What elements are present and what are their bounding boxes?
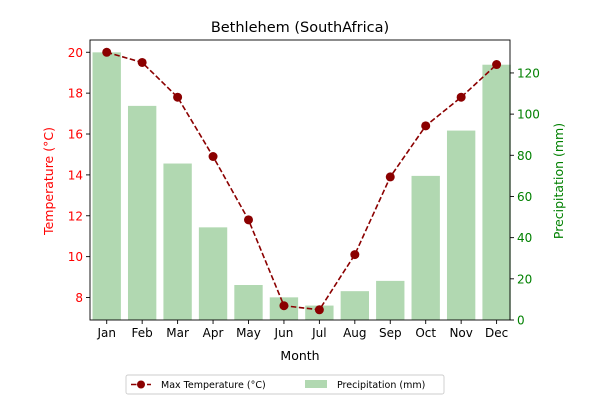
precip-bar	[92, 52, 121, 321]
legend-point-swatch	[137, 380, 145, 389]
left-axis-label: Temperature (°C)	[41, 127, 56, 236]
left-tick-label: 20	[68, 46, 83, 60]
right-tick-label: 40	[517, 231, 532, 245]
x-tick-label: Jan	[96, 326, 116, 340]
x-tick-label: May	[236, 326, 261, 340]
x-tick-label: Apr	[203, 326, 224, 340]
x-tick-label: Sep	[379, 326, 402, 340]
x-tick-label: Jun	[274, 326, 294, 340]
precip-bar	[376, 280, 405, 320]
precip-bar	[163, 163, 192, 320]
precip-bar	[234, 285, 263, 320]
temperature-point	[102, 47, 112, 57]
temperature-point	[243, 215, 253, 225]
right-axis-label: Precipitation (mm)	[551, 123, 566, 239]
temperature-point	[208, 151, 218, 161]
legend-label-temperature: Max Temperature (°C)	[161, 380, 266, 391]
precip-bar	[482, 64, 511, 321]
left-tick-label: 16	[68, 128, 83, 142]
right-tick-label: 100	[517, 108, 540, 122]
x-tick-label: Aug	[343, 326, 366, 340]
precip-bar	[198, 227, 228, 320]
left-tick-label: 12	[68, 209, 83, 223]
legend-bar-swatch	[305, 380, 327, 388]
x-axis-label: Month	[280, 348, 319, 363]
precip-bar	[340, 291, 369, 320]
left-tick-label: 14	[68, 168, 83, 182]
temperature-point	[137, 57, 147, 67]
x-tick-label: Jul	[311, 326, 326, 340]
temperature-point	[314, 305, 324, 315]
chart-title: Bethlehem (SouthAfrica)	[211, 20, 389, 36]
left-tick-label: 10	[68, 250, 83, 264]
temperature-point	[173, 92, 183, 102]
x-tick-label: Dec	[485, 326, 508, 340]
left-tick-label: 8	[75, 291, 83, 305]
right-tick-label: 60	[517, 190, 532, 204]
temperature-line	[106, 51, 498, 311]
right-tick-label: 120	[517, 66, 540, 80]
x-tick-label: Oct	[415, 326, 436, 340]
precip-bar	[127, 105, 157, 320]
x-tick-label: Mar	[166, 326, 189, 340]
temperature-point	[456, 92, 466, 102]
temperature-point	[279, 301, 289, 311]
legend: Max Temperature (°C) Precipitation (mm)	[125, 374, 445, 395]
temperature-point	[350, 250, 360, 260]
left-tick-label: 18	[68, 87, 83, 101]
plot-area: 8 10 12 14 16 18 20 0 20 40 60 80 100 120 Jan Feb Mar Apr…	[68, 39, 540, 340]
x-tick-label: Nov	[449, 326, 472, 340]
temperature-point	[421, 121, 431, 131]
legend-label-precipitation: Precipitation (mm)	[337, 380, 425, 391]
legend-box	[125, 374, 445, 395]
right-tick-label: 20	[517, 272, 532, 286]
temperature-point	[492, 60, 502, 70]
right-tick-label: 0	[517, 314, 525, 328]
right-tick-label: 80	[517, 149, 532, 163]
temperature-point	[385, 172, 395, 182]
plot-frame	[89, 39, 511, 321]
precip-bar	[446, 130, 476, 320]
x-tick-label: Feb	[132, 326, 153, 340]
precip-bar	[411, 175, 440, 320]
